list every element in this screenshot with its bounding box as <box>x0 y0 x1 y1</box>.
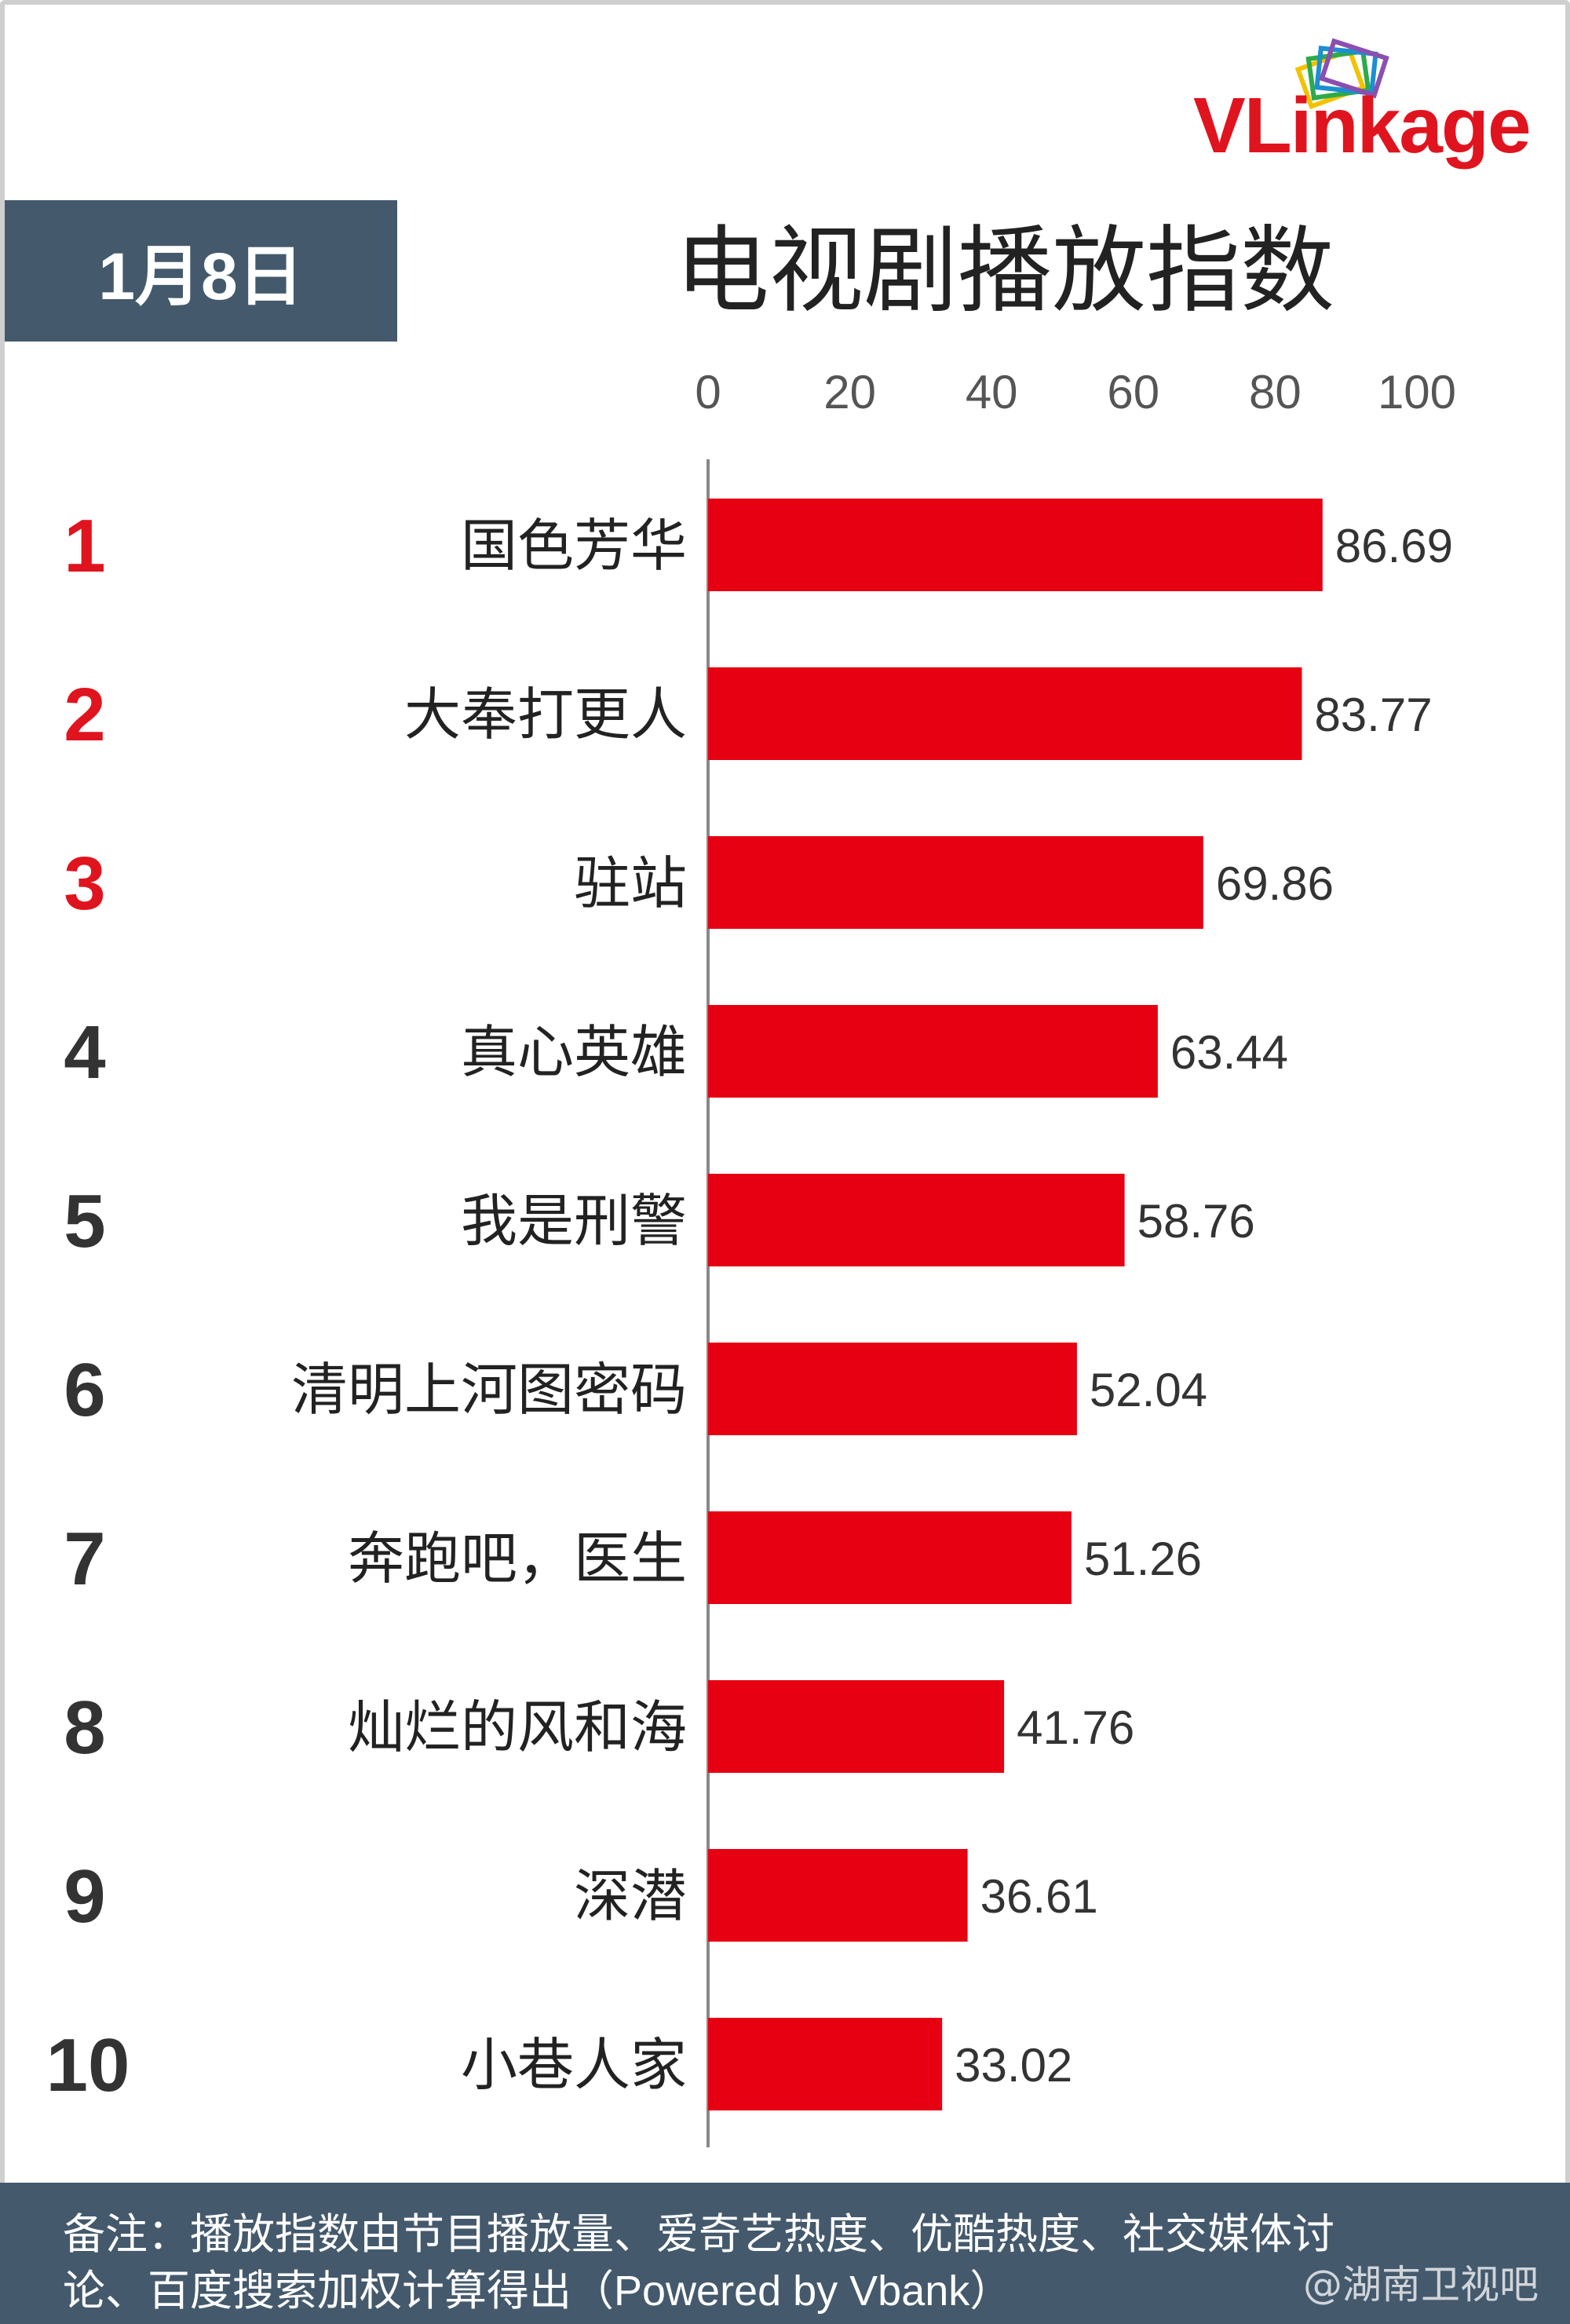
bar <box>708 1343 1077 1435</box>
logo-cards-icon <box>1294 38 1389 110</box>
x-tick-label: 80 <box>1249 366 1302 418</box>
bar <box>708 1174 1125 1266</box>
bar <box>708 499 1323 591</box>
rank-label: 3 <box>64 842 105 926</box>
bar <box>708 1680 1005 1773</box>
value-label: 33.02 <box>955 2039 1072 2092</box>
footer-note: 备注：播放指数由节目播放量、爱奇艺热度、优酷热度、社交媒体讨 论、百度搜索加权计… <box>0 2183 1570 2324</box>
category-label: 国色芳华 <box>461 513 687 579</box>
x-tick-label: 40 <box>966 366 1018 418</box>
x-tick-label: 20 <box>823 366 876 418</box>
footer-note-line-2: 论、百度搜索加权计算得出（Powered by Vbank） <box>63 2267 1013 2315</box>
vlinkage-logo: VLinkage <box>1193 24 1562 181</box>
value-label: 51.26 <box>1084 1533 1202 1585</box>
rank-label: 7 <box>64 1517 105 1601</box>
category-label: 大奉打更人 <box>404 681 687 747</box>
value-label: 36.61 <box>980 1870 1098 1923</box>
value-label: 86.69 <box>1335 520 1453 572</box>
rank-label: 9 <box>64 1854 105 1938</box>
chart-title: 电视剧播放指数 <box>675 218 1334 323</box>
footer-note-line-1: 备注：播放指数由节目播放量、爱奇艺热度、优酷热度、社交媒体讨 <box>63 2211 1334 2258</box>
value-label: 63.44 <box>1170 1026 1288 1079</box>
bar <box>708 1849 968 1942</box>
category-label: 灿烂的风和海 <box>348 1694 687 1760</box>
bar <box>708 836 1203 929</box>
rank-label: 8 <box>64 1686 105 1770</box>
bar <box>708 1005 1158 1098</box>
rank-label: 5 <box>64 1179 105 1263</box>
category-label: 清明上河图密码 <box>291 1357 687 1423</box>
value-label: 69.86 <box>1216 857 1334 910</box>
x-tick-label: 100 <box>1378 366 1456 418</box>
category-label: 我是刑警 <box>461 1188 687 1254</box>
rank-label: 4 <box>64 1010 105 1094</box>
value-label: 41.76 <box>1017 1701 1134 1754</box>
category-label: 驻站 <box>574 850 687 916</box>
watermark-text: @湖南卫视吧 <box>1303 2262 1539 2308</box>
value-label: 52.04 <box>1090 1364 1207 1416</box>
x-tick-label: 60 <box>1107 366 1159 418</box>
rank-label: 1 <box>64 504 105 588</box>
category-label: 真心英雄 <box>461 1019 687 1085</box>
logo-wordmark: VLinkage <box>1193 82 1532 170</box>
value-label: 58.76 <box>1137 1195 1255 1248</box>
x-tick-label: 0 <box>695 366 721 418</box>
bar <box>708 2018 943 2110</box>
bar <box>708 1511 1072 1604</box>
date-badge: 1月8日 <box>5 200 397 342</box>
rank-label: 10 <box>46 2023 130 2107</box>
category-label: 小巷人家 <box>461 2032 687 2098</box>
category-label: 深潜 <box>574 1863 687 1929</box>
category-label: 奔跑吧，医生 <box>348 1526 687 1591</box>
rank-label: 6 <box>64 1348 105 1432</box>
bar-chart: 0 20 40 60 80 100 1 国色芳华 86.69 2 大奉打更人 83.77 3 驻站 69.8… <box>46 366 1456 2147</box>
rank-label: 2 <box>64 673 105 757</box>
value-label: 83.77 <box>1314 689 1432 741</box>
bar <box>708 667 1302 760</box>
